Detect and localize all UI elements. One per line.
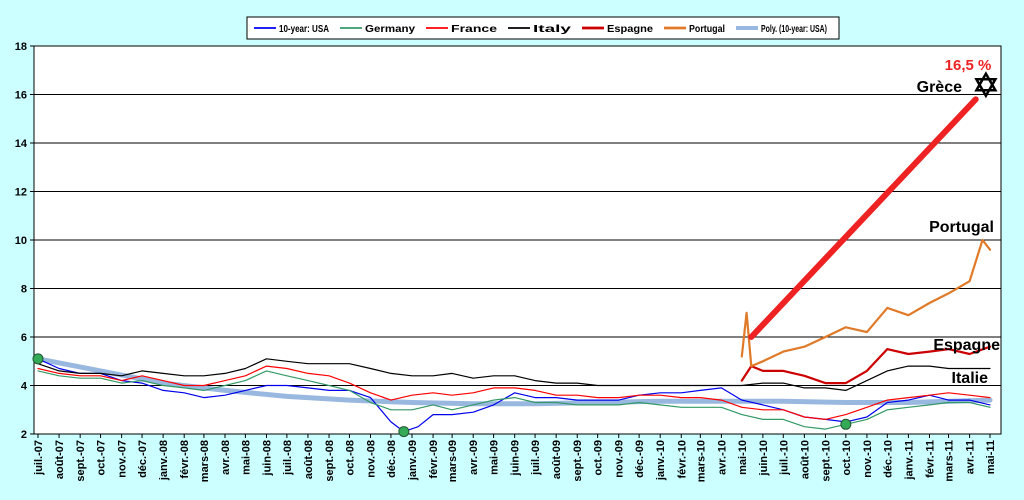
x-tick-label: oct.-07 bbox=[96, 440, 108, 475]
x-tick-label: avr.-08 bbox=[220, 440, 232, 475]
x-tick-label: août-08 bbox=[303, 440, 315, 479]
x-tick-label: févr.-11 bbox=[924, 440, 936, 478]
x-tick-label: mars-08 bbox=[199, 440, 211, 482]
legend-label: 10-year: USA bbox=[279, 24, 329, 35]
annotations: 16,5 % Grèce Portugal Espagne Italie bbox=[748, 57, 1000, 387]
green-marker bbox=[840, 418, 852, 430]
portugal-label: Portugal bbox=[929, 219, 994, 236]
x-tick-label: juin-09 bbox=[510, 440, 522, 476]
x-tick-label: nov.-09 bbox=[614, 440, 626, 478]
x-tick-label: juil.-08 bbox=[282, 440, 294, 476]
legend-label: Poly. (10-year: USA) bbox=[761, 24, 827, 35]
legend-label: France bbox=[451, 24, 498, 35]
x-tick-label: déc.-09 bbox=[634, 440, 646, 478]
x-tick-label: avr.-09 bbox=[468, 440, 480, 475]
x-tick-label: mars-09 bbox=[447, 440, 459, 482]
series-line-poly-10-year-usa- bbox=[35, 356, 993, 407]
x-tick-label: juil.-09 bbox=[530, 440, 542, 476]
x-tick-label: sept.-09 bbox=[572, 440, 584, 482]
x-tick-label: oct.-08 bbox=[344, 440, 356, 475]
x-tick-label: sept.-07 bbox=[75, 440, 87, 482]
x-tick-label: juil.-10 bbox=[778, 440, 790, 476]
x-tick-label: nov.-08 bbox=[366, 440, 378, 478]
greece-value-label: 16,5 % bbox=[945, 57, 992, 74]
x-tick-label: mars-10 bbox=[695, 440, 707, 482]
x-tick-label: juin-10 bbox=[758, 440, 770, 476]
x-tick-label: avr.-10 bbox=[716, 440, 728, 475]
star-icon bbox=[974, 78, 998, 99]
y-tick-label: 2 bbox=[21, 429, 27, 441]
espagne-label: Espagne bbox=[933, 337, 1000, 354]
greece-label: Grèce bbox=[917, 79, 962, 96]
x-axis: juil.-07 août-07 sept.-07 oct.-07 nov.-07 déc… bbox=[33, 434, 997, 482]
x-tick-label: déc.-10 bbox=[882, 440, 894, 478]
x-tick-label: sept.-10 bbox=[820, 440, 832, 482]
x-tick-label: janv.-08 bbox=[158, 440, 170, 481]
series-line-italy bbox=[37, 358, 991, 391]
y-tick-label: 16 bbox=[15, 90, 27, 102]
series-line-france bbox=[37, 365, 991, 420]
x-tick-label: août-09 bbox=[551, 440, 563, 479]
y-tick-label: 18 bbox=[15, 41, 27, 53]
green-marker bbox=[32, 353, 44, 365]
x-tick-label: mai-11 bbox=[985, 440, 997, 474]
legend-label: Espagne bbox=[607, 24, 653, 35]
x-tick-label: août-10 bbox=[799, 440, 811, 479]
x-tick-label: janv.-11 bbox=[903, 440, 915, 481]
x-tick-label: avr.-11 bbox=[965, 440, 977, 474]
legend-label: Germany bbox=[365, 24, 416, 35]
x-tick-label: août-07 bbox=[54, 440, 66, 479]
legend-label: Portugal bbox=[689, 24, 725, 35]
x-tick-label: févr.-08 bbox=[179, 440, 191, 479]
y-tick-label: 14 bbox=[15, 138, 28, 150]
y-tick-label: 10 bbox=[15, 235, 27, 247]
italie-label: Italie bbox=[952, 370, 989, 387]
x-tick-label: juin-08 bbox=[261, 440, 273, 476]
x-tick-label: mai-08 bbox=[240, 440, 252, 475]
legend-box bbox=[246, 16, 840, 40]
y-axis: 2 4 6 8 10 12 14 16 18 bbox=[15, 41, 34, 441]
x-tick-label: juil.-07 bbox=[33, 440, 45, 476]
greece-arrow bbox=[748, 96, 979, 340]
y-tick-label: 4 bbox=[21, 381, 28, 393]
legend: 10-year: USA Germany France Italy Espagne Por… bbox=[246, 16, 840, 40]
x-tick-label: oct.-09 bbox=[593, 440, 605, 475]
y-tick-label: 12 bbox=[15, 187, 27, 199]
x-tick-label: oct.-10 bbox=[841, 440, 853, 475]
x-tick-label: nov.-07 bbox=[117, 440, 129, 478]
x-tick-label: janv.-10 bbox=[655, 440, 667, 481]
legend-label: Italy bbox=[533, 24, 572, 35]
series-lines bbox=[32, 238, 993, 438]
x-tick-label: mai-09 bbox=[489, 440, 501, 475]
x-tick-label: nov.-10 bbox=[862, 440, 874, 478]
x-tick-label: déc.-08 bbox=[386, 440, 398, 478]
y-tick-label: 8 bbox=[21, 284, 27, 296]
series-line-espagne bbox=[740, 345, 992, 385]
x-tick-label: sept.-08 bbox=[324, 440, 336, 482]
x-tick-label: mai-10 bbox=[737, 440, 749, 475]
x-tick-label: févr.-10 bbox=[676, 440, 688, 479]
x-tick-label: janv.-09 bbox=[407, 440, 419, 481]
x-tick-label: mars-11 bbox=[944, 440, 956, 482]
y-tick-label: 6 bbox=[21, 332, 27, 344]
x-tick-label: déc.-07 bbox=[137, 440, 149, 478]
star-icon bbox=[974, 71, 998, 92]
series-line-germany bbox=[37, 370, 991, 430]
x-tick-label: févr.-09 bbox=[428, 440, 440, 479]
green-marker bbox=[398, 426, 410, 438]
series-line-portugal bbox=[740, 238, 992, 368]
